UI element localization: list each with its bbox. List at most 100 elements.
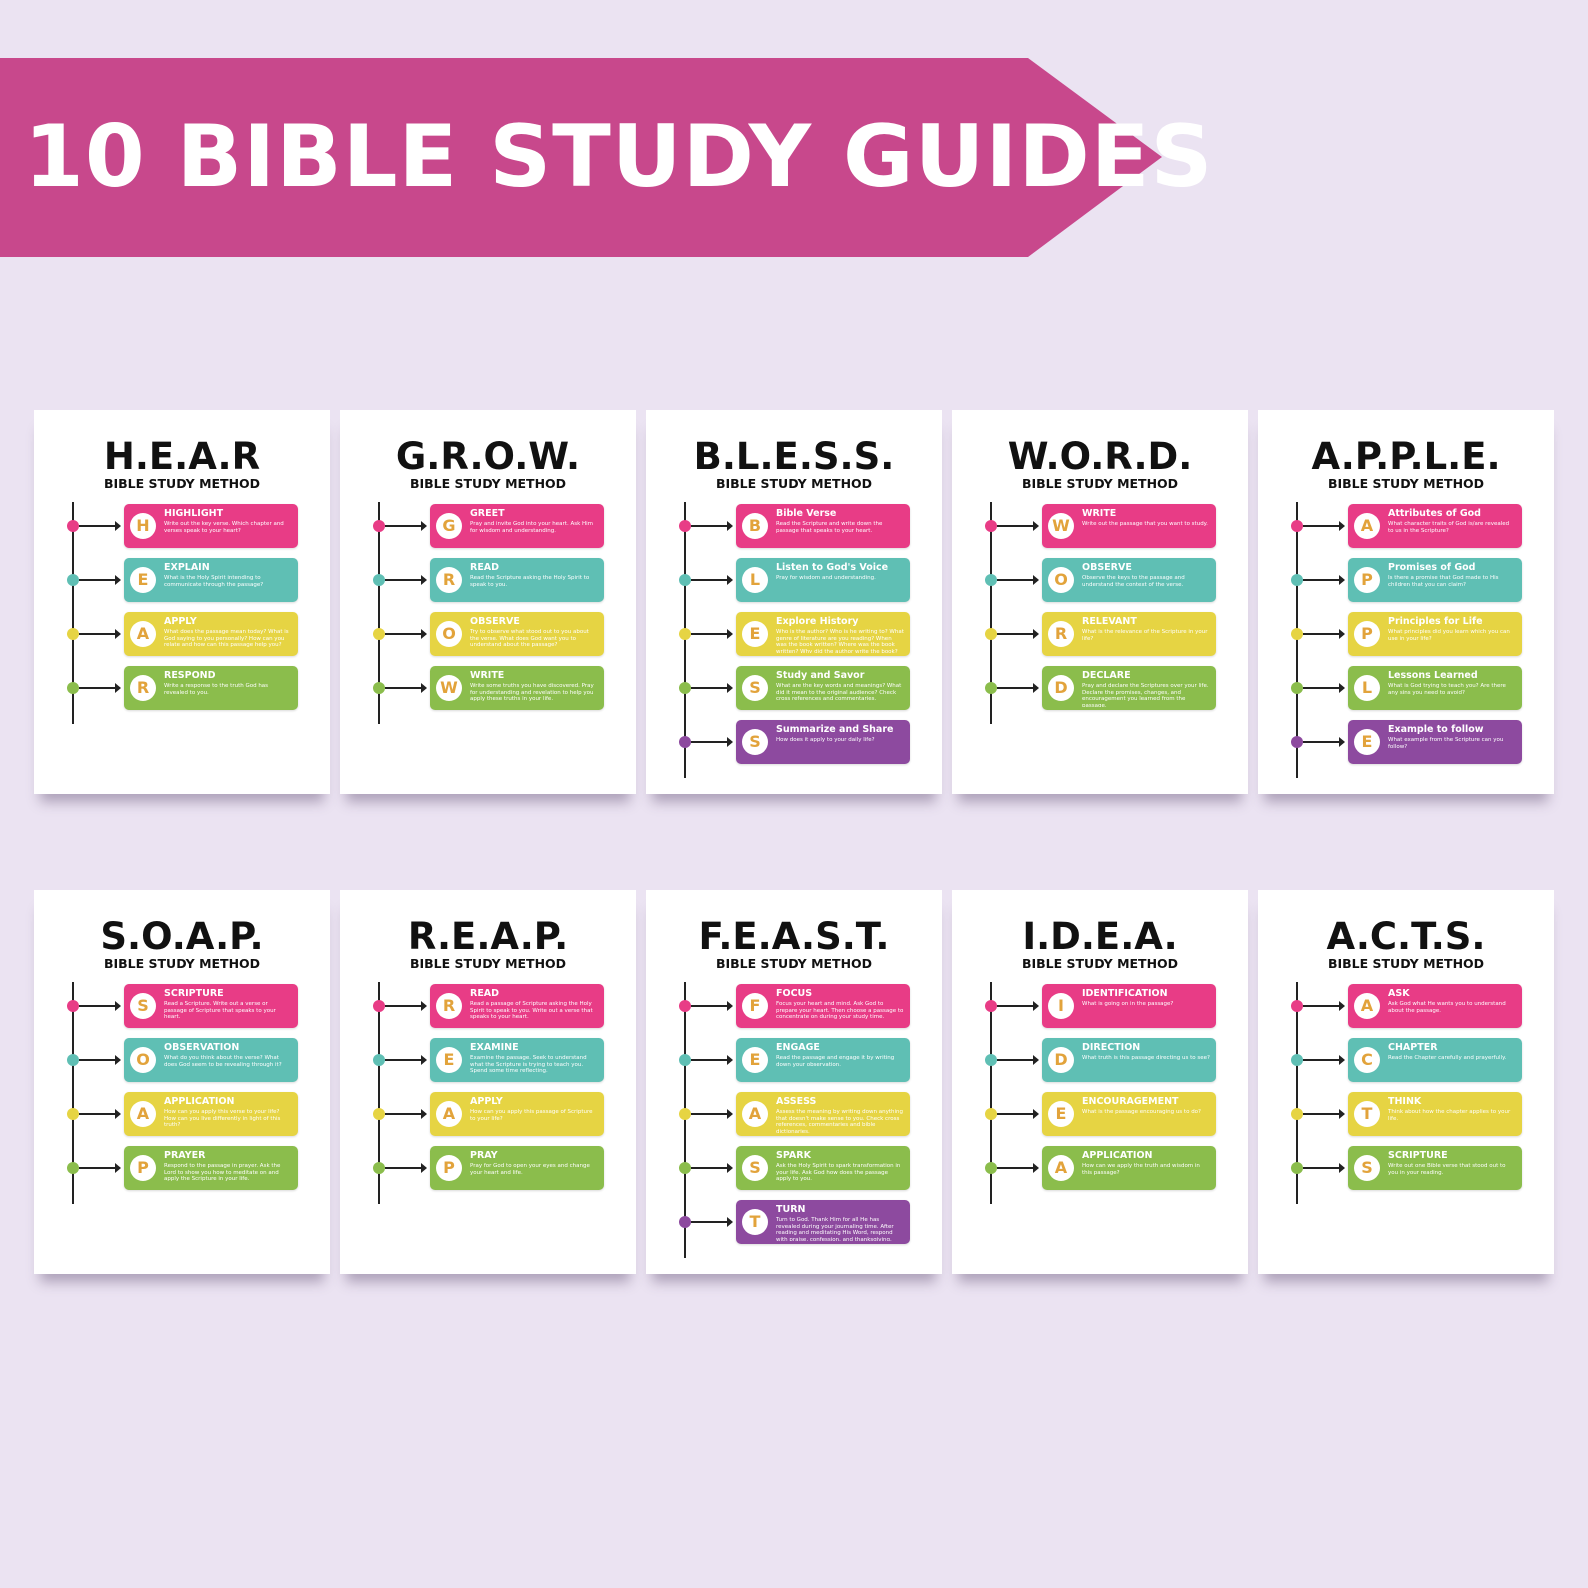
step-label: FOCUS bbox=[776, 988, 813, 999]
step-letter-badge: W bbox=[436, 675, 462, 701]
step-label: TURN bbox=[776, 1204, 806, 1215]
sheet-title: B.L.E.S.S. bbox=[693, 435, 895, 478]
sheet-subtitle: BIBLE STUDY METHOD bbox=[715, 956, 873, 971]
step-description: What principles did you learn which you … bbox=[1388, 629, 1510, 642]
step-description: Assess the meaning by writing down anyth… bbox=[776, 1109, 904, 1133]
step-letter-badge: O bbox=[436, 621, 462, 647]
step-letter-badge: D bbox=[1048, 675, 1074, 701]
step-letter-badge: T bbox=[1354, 1101, 1380, 1127]
step-label: ASSESS bbox=[776, 1096, 817, 1107]
step-card: L Lessons Learned What is God trying to te… bbox=[1348, 666, 1522, 710]
step-label: Bible Verse bbox=[776, 508, 837, 519]
step-letter-badge: H bbox=[130, 513, 156, 539]
timeline-line bbox=[1296, 502, 1298, 778]
step-label: IDENTIFICATION bbox=[1082, 988, 1168, 999]
step-card: W WRITE Write some truths you have discove… bbox=[430, 666, 604, 710]
timeline-dot bbox=[1291, 682, 1303, 694]
step-label: OBSERVE bbox=[1082, 562, 1132, 573]
banner-arrow-shape bbox=[0, 58, 1162, 257]
step-label: Explore History bbox=[776, 616, 859, 627]
timeline-line bbox=[684, 502, 686, 778]
step-letter-badge: E bbox=[130, 567, 156, 593]
step-label: Principles for Life bbox=[1388, 616, 1483, 627]
timeline-dot bbox=[679, 520, 691, 532]
sheet-title: A.C.T.S. bbox=[1326, 915, 1486, 958]
step-card: F FOCUS Focus your heart and mind. Ask God… bbox=[736, 984, 910, 1028]
step-label: Lessons Learned bbox=[1388, 670, 1478, 681]
step-letter-badge: O bbox=[130, 1047, 156, 1073]
step-letter-badge: R bbox=[1048, 621, 1074, 647]
timeline-dot bbox=[679, 1000, 691, 1012]
step-letter-badge: S bbox=[130, 993, 156, 1019]
step-letter-badge: B bbox=[742, 513, 768, 539]
timeline-dot bbox=[679, 1108, 691, 1120]
step-description: What example from the Scripture can you … bbox=[1388, 737, 1504, 750]
timeline-dot bbox=[1291, 736, 1303, 748]
step-card: R READ Read a passage of Scripture asking … bbox=[430, 984, 604, 1028]
step-letter-badge: P bbox=[436, 1155, 462, 1181]
timeline-dot bbox=[373, 682, 385, 694]
step-letter-badge: R bbox=[436, 567, 462, 593]
step-label: SPARK bbox=[776, 1150, 811, 1161]
step-card: R READ Read the Scripture asking the Holy … bbox=[430, 558, 604, 602]
timeline-dot bbox=[67, 1108, 79, 1120]
sheet-subtitle: BIBLE STUDY METHOD bbox=[1021, 476, 1179, 491]
guide-sheet: B.L.E.S.S. BIBLE STUDY METHOD B Bible Verse… bbox=[646, 410, 942, 794]
step-description: Think about how the chapter applies to y… bbox=[1388, 1109, 1511, 1122]
step-label: ENGAGE bbox=[776, 1042, 820, 1053]
arrow-right-icon bbox=[385, 629, 427, 639]
step-label: OBSERVATION bbox=[164, 1042, 240, 1053]
step-card: I IDENTIFICATION What is going on in the p… bbox=[1042, 984, 1216, 1028]
step-card: T THINK Think about how the chapter applie… bbox=[1348, 1092, 1522, 1136]
step-description: Write some truths you have discovered. P… bbox=[470, 683, 594, 702]
title-banner: 10 BIBLE STUDY GUIDES bbox=[0, 58, 1212, 257]
step-card: A ASK Ask God what He wants you to underst… bbox=[1348, 984, 1522, 1028]
step-label: APPLY bbox=[164, 616, 197, 627]
step-card: D DIRECTION What truth is this passage dir… bbox=[1042, 1038, 1216, 1082]
step-label: ASK bbox=[1388, 988, 1410, 999]
step-description: Write a response to the truth God has re… bbox=[164, 683, 269, 696]
step-letter-badge: G bbox=[436, 513, 462, 539]
step-letter-badge: L bbox=[742, 567, 768, 593]
step-letter-badge: T bbox=[742, 1209, 768, 1235]
step-description: Write out one Bible verse that stood out… bbox=[1388, 1163, 1506, 1176]
step-description: Write out the key verse. Which chapter a… bbox=[164, 521, 284, 534]
arrow-right-icon bbox=[691, 1055, 733, 1065]
step-description: Read a passage of Scripture asking the H… bbox=[470, 1001, 593, 1020]
step-card: E Explore History Who is the author? Who i… bbox=[736, 612, 910, 656]
step-description: Try to observe what stood out to you abo… bbox=[470, 629, 589, 648]
sheet-title: F.E.A.S.T. bbox=[698, 915, 890, 958]
arrow-right-icon bbox=[385, 683, 427, 693]
guide-sheet: S.O.A.P. BIBLE STUDY METHOD S SCRIPTURE Read… bbox=[34, 890, 330, 1274]
step-label: OBSERVE bbox=[470, 616, 520, 627]
sheet-subtitle: BIBLE STUDY METHOD bbox=[103, 956, 261, 971]
step-letter-badge: E bbox=[742, 1047, 768, 1073]
step-card: E ENGAGE Read the passage and engage it by… bbox=[736, 1038, 910, 1082]
step-label: SCRIPTURE bbox=[1388, 1150, 1448, 1161]
arrow-right-icon bbox=[691, 1109, 733, 1119]
timeline-dot bbox=[373, 1054, 385, 1066]
timeline-dot bbox=[1291, 628, 1303, 640]
arrow-right-icon bbox=[691, 1217, 733, 1227]
step-description: What do you think about the verse? What … bbox=[164, 1055, 282, 1068]
step-letter-badge: A bbox=[130, 1101, 156, 1127]
step-label: PRAY bbox=[470, 1150, 498, 1161]
step-label: THINK bbox=[1388, 1096, 1422, 1107]
step-description: What character traits of God is/are reve… bbox=[1388, 521, 1510, 534]
step-description: What is the passage encouraging us to do… bbox=[1082, 1109, 1201, 1115]
arrow-right-icon bbox=[1303, 521, 1345, 531]
step-description: Examine the passage. Seek to understand … bbox=[470, 1055, 587, 1074]
step-description: Who is the author? Who is he writing to?… bbox=[776, 629, 904, 653]
step-description: Read the Scripture and write down the pa… bbox=[776, 521, 883, 534]
timeline-dot bbox=[373, 1108, 385, 1120]
step-label: SCRIPTURE bbox=[164, 988, 224, 999]
step-description: What is going on in the passage? bbox=[1082, 1001, 1174, 1007]
arrow-right-icon bbox=[997, 521, 1039, 531]
step-card: P PRAY Pray for God to open your eyes and … bbox=[430, 1146, 604, 1190]
step-letter-badge: C bbox=[1354, 1047, 1380, 1073]
timeline-dot bbox=[1291, 520, 1303, 532]
step-label: RELEVANT bbox=[1082, 616, 1137, 627]
step-label: ENCOURAGEMENT bbox=[1082, 1096, 1179, 1107]
arrow-right-icon bbox=[691, 683, 733, 693]
sheet-subtitle: BIBLE STUDY METHOD bbox=[409, 476, 567, 491]
